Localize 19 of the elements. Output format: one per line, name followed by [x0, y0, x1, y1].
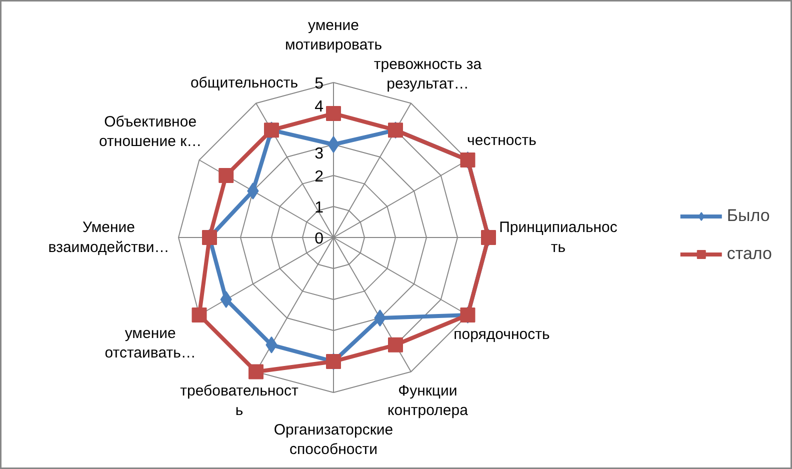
- spoke-label: Функции контролера: [388, 382, 469, 419]
- spoke-label: требовательност ь: [180, 382, 299, 419]
- spoke-label: умение отстаивать…: [104, 324, 196, 362]
- spoke-label: Умение взаимодействи…: [48, 219, 170, 256]
- y-tick-label: 4: [314, 98, 324, 116]
- legend-label: стало: [726, 244, 772, 264]
- spoke-label: Организаторские способности: [274, 421, 394, 458]
- spoke-label: Принципиальнос ть: [499, 219, 618, 256]
- y-tick-label: 5: [314, 76, 324, 92]
- y-tick-label: 3: [314, 146, 324, 162]
- y-tick-label: 0: [314, 230, 324, 248]
- legend-label: Было: [726, 206, 770, 226]
- spoke-label: порядочность: [454, 326, 550, 344]
- y-tick-label: 1: [314, 200, 324, 216]
- spoke-label: честность: [467, 132, 537, 149]
- y-tick-label: 2: [314, 168, 324, 186]
- spoke-label: Объективное отношение к…: [99, 113, 202, 150]
- spoke-label: общительность: [190, 74, 298, 92]
- spoke-label: тревожность за результат…: [374, 56, 482, 93]
